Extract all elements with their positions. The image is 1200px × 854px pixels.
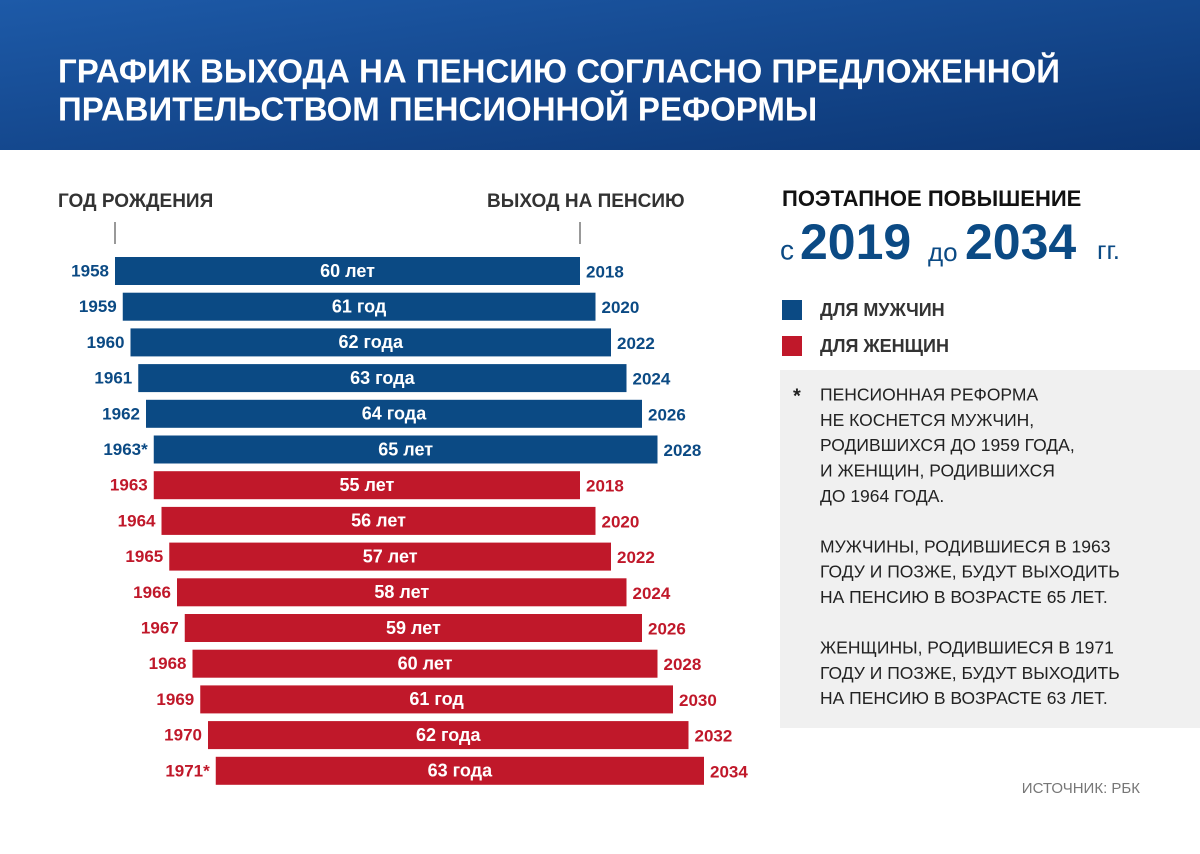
- retire-year: 2024: [633, 370, 671, 389]
- legend-label: ДЛЯ ЖЕНЩИН: [820, 336, 949, 356]
- bar: [169, 542, 611, 571]
- bar-label: 61 год: [332, 296, 387, 316]
- bar: [208, 721, 689, 750]
- source: ИСТОЧНИК: РБК: [1022, 780, 1140, 797]
- bar-label: 59 лет: [386, 618, 441, 638]
- birth-year: 1971*: [165, 761, 210, 780]
- birth-year: 1965: [125, 547, 163, 566]
- note-box: [780, 370, 1200, 728]
- bar-label: 60 лет: [320, 261, 375, 281]
- bar: [177, 578, 627, 607]
- birth-year: 1964: [118, 511, 156, 530]
- retire-year: 2030: [679, 691, 717, 710]
- retire-year: 2026: [648, 405, 686, 424]
- bar: [115, 257, 580, 285]
- retire-year: 2020: [602, 298, 640, 317]
- legend-swatch: [782, 336, 802, 356]
- bar-label: 62 года: [416, 725, 481, 745]
- retire-year: 2018: [586, 477, 624, 496]
- retire-year: 2028: [664, 655, 702, 674]
- note-line: НЕ КОСНЕТСЯ МУЖЧИН,: [820, 410, 1034, 430]
- bar-label: 55 лет: [339, 475, 394, 495]
- retire-year: 2020: [602, 512, 640, 531]
- bar-label: 63 года: [350, 368, 415, 388]
- period-text: гг.: [1097, 235, 1120, 265]
- bar: [146, 399, 642, 428]
- bar: [138, 364, 627, 393]
- panel-title: ПОЭТАПНОЕ ПОВЫШЕНИЕ: [782, 186, 1081, 211]
- period-text: до: [928, 237, 958, 267]
- axis-label: ГОД РОЖДЕНИЯ: [58, 191, 213, 212]
- birth-year: 1960: [87, 333, 125, 352]
- note-line: ГОДУ И ПОЗЖЕ, БУДУТ ВЫХОДИТЬ: [820, 663, 1120, 683]
- bar: [161, 506, 596, 535]
- retire-year: 2022: [617, 548, 655, 567]
- birth-year: 1969: [156, 690, 194, 709]
- bar-label: 61 год: [409, 689, 464, 709]
- note-line: НА ПЕНСИЮ В ВОЗРАСТЕ 63 ЛЕТ.: [820, 688, 1108, 708]
- bar-label: 63 года: [428, 761, 493, 781]
- axis-label: ВЫХОД НА ПЕНСИЮ: [487, 191, 685, 212]
- period-year: 2019: [800, 214, 911, 270]
- bar: [153, 435, 658, 464]
- retire-year: 2018: [586, 262, 624, 281]
- bar: [122, 292, 596, 321]
- birth-year: 1959: [79, 297, 117, 316]
- retire-year: 2032: [695, 727, 733, 746]
- bar-label: 60 лет: [398, 653, 453, 673]
- retire-year: 2022: [617, 334, 655, 353]
- bar-label: 56 лет: [351, 511, 406, 531]
- note-line: ДО 1964 ГОДА.: [820, 486, 944, 506]
- birth-year: 1963: [110, 476, 148, 495]
- birth-year: 1967: [141, 618, 179, 637]
- bar-label: 57 лет: [363, 546, 418, 566]
- bar-label: 64 года: [362, 404, 427, 424]
- bar: [184, 614, 642, 642]
- note-line: И ЖЕНЩИН, РОДИВШИХСЯ: [820, 461, 1055, 481]
- birth-year: 1966: [133, 583, 171, 602]
- title-line: ГРАФИК ВЫХОДА НА ПЕНСИЮ СОГЛАСНО ПРЕДЛОЖ…: [58, 52, 1060, 90]
- period-text: с: [780, 234, 794, 265]
- birth-year: 1958: [71, 261, 109, 280]
- retire-year: 2024: [633, 584, 671, 603]
- retire-year: 2026: [648, 619, 686, 638]
- bar-label: 65 лет: [378, 439, 433, 459]
- note-mark: *: [793, 385, 801, 407]
- note-line: ЖЕНЩИНЫ, РОДИВШИЕСЯ В 1971: [820, 638, 1114, 658]
- birth-year: 1963*: [103, 440, 148, 459]
- legend-swatch: [782, 300, 802, 320]
- birth-year: 1970: [164, 726, 202, 745]
- bar-label: 58 лет: [374, 582, 429, 602]
- bar: [192, 649, 658, 678]
- bar: [215, 756, 704, 785]
- birth-year: 1968: [149, 654, 187, 673]
- bar-label: 62 года: [339, 332, 404, 352]
- note-line: МУЖЧИНЫ, РОДИВШИЕСЯ В 1963: [820, 536, 1110, 556]
- retire-year: 2034: [710, 762, 748, 781]
- title-line: ПРАВИТЕЛЬСТВОМ ПЕНСИОННОЙ РЕФОРМЫ: [58, 90, 817, 128]
- header-band: [0, 0, 1200, 150]
- period-year: 2034: [965, 214, 1076, 270]
- bar: [153, 471, 580, 500]
- retire-year: 2028: [664, 441, 702, 460]
- note-line: РОДИВШИХСЯ ДО 1959 ГОДА,: [820, 435, 1075, 455]
- bar: [130, 328, 611, 357]
- legend-label: ДЛЯ МУЖЧИН: [820, 300, 945, 320]
- birth-year: 1962: [102, 404, 140, 423]
- note-line: ПЕНСИОННАЯ РЕФОРМА: [820, 385, 1038, 405]
- note-line: НА ПЕНСИЮ В ВОЗРАСТЕ 65 ЛЕТ.: [820, 587, 1108, 607]
- note-line: ГОДУ И ПОЗЖЕ, БУДУТ ВЫХОДИТЬ: [820, 562, 1120, 582]
- birth-year: 1961: [94, 369, 132, 388]
- bar: [200, 685, 673, 714]
